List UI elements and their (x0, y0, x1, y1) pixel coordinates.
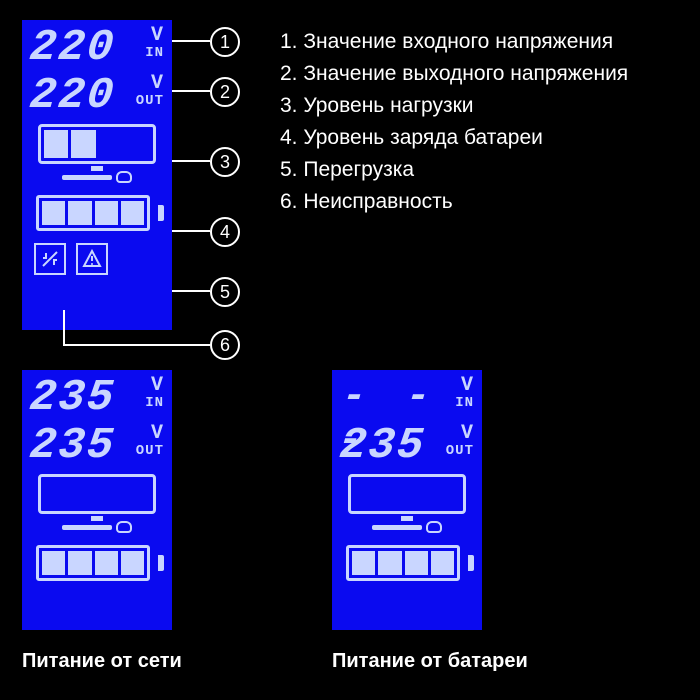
legend-item-1: 1. Значение входного напряжения (280, 26, 628, 58)
legend-item-2: 2. Значение выходного напряжения (280, 58, 628, 90)
battery-meter (36, 545, 158, 581)
battery-meter (36, 195, 158, 231)
input-voltage-row: - - - VIN (340, 376, 474, 420)
output-voltage-value: 235 (338, 424, 427, 468)
legend-item-5: 5. Перегрузка (280, 154, 628, 186)
output-voltage-row: 220 VOUT (30, 74, 164, 118)
callout-line-3 (172, 160, 210, 162)
monitor-icon (38, 166, 156, 183)
callout-num-1: 1 (210, 27, 240, 57)
output-voltage-unit: VOUT (136, 424, 164, 458)
callout-num-5: 5 (210, 277, 240, 307)
load-meter (38, 474, 156, 514)
callout-line-6h (63, 344, 210, 346)
callout-line-2 (172, 90, 210, 92)
overload-icon (34, 243, 66, 275)
output-voltage-value: 220 (28, 74, 117, 118)
input-voltage-row: 235 VIN (30, 376, 164, 420)
load-meter (38, 124, 156, 164)
load-meter (348, 474, 466, 514)
callout-num-2: 2 (210, 77, 240, 107)
monitor-icon (348, 516, 466, 533)
caption-battery: Питание от батареи (332, 650, 528, 673)
caption-mains: Питание от сети (22, 650, 182, 673)
lcd-battery: - - - VIN 235 VOUT (332, 370, 482, 630)
output-voltage-value: 235 (28, 424, 117, 468)
output-voltage-row: 235 VOUT (30, 424, 164, 468)
legend: 1. Значение входного напряжения 2. Значе… (280, 26, 628, 218)
input-voltage-value: 220 (28, 26, 117, 70)
legend-item-6: 6. Неисправность (280, 186, 628, 218)
legend-item-3: 3. Уровень нагрузки (280, 90, 628, 122)
callout-line-6v (63, 310, 65, 344)
output-voltage-unit: VOUT (136, 74, 164, 108)
callout-line-5 (172, 290, 210, 292)
lcd-main: 220 VIN 220 VOUT (22, 20, 172, 330)
input-voltage-unit: VIN (145, 26, 164, 60)
callout-line-1 (172, 40, 210, 42)
input-voltage-value: 235 (28, 376, 117, 420)
callout-num-4: 4 (210, 217, 240, 247)
callout-num-6: 6 (210, 330, 240, 360)
callout-num-3: 3 (210, 147, 240, 177)
monitor-icon (38, 516, 156, 533)
legend-item-4: 4. Уровень заряда батареи (280, 122, 628, 154)
input-voltage-row: 220 VIN (30, 26, 164, 70)
input-voltage-unit: VIN (145, 376, 164, 410)
battery-meter (346, 545, 468, 581)
fault-icon (76, 243, 108, 275)
callout-line-4 (172, 230, 210, 232)
lcd-mains: 235 VIN 235 VOUT (22, 370, 172, 630)
